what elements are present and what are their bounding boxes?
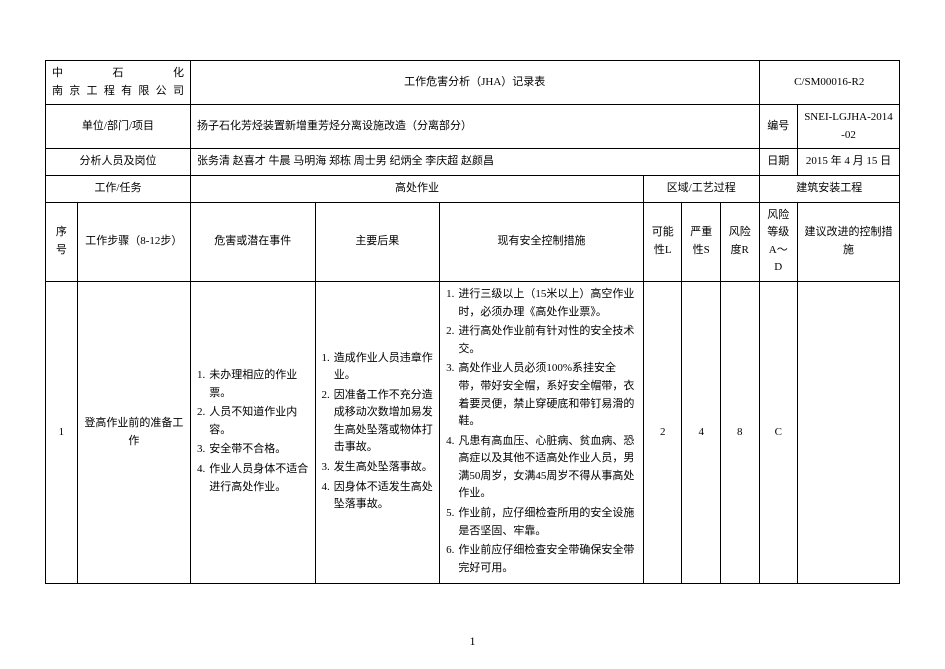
list-item: 因身体不适发生高处坠落事故。	[322, 479, 434, 514]
task-value: 高处作业	[190, 175, 643, 202]
cell-consequences: 造成作业人员违章作业。因准备工作不充分造成移动次数增加易发生高处坠落或物体打击事…	[315, 281, 440, 584]
col-consequence: 主要后果	[315, 202, 440, 281]
list-item: 发生高处坠落事故。	[322, 459, 434, 477]
jha-table: 中 石 化 南 京 工 程 有 限 公 司 工作危害分析（JHA）记录表 C/S…	[45, 60, 900, 584]
controls-list: 进行三级以上（15米以上）高空作业时，必须办理《高处作业票》。进行高处作业前有针…	[446, 286, 637, 578]
company-cell: 中 石 化 南 京 工 程 有 限 公 司	[46, 61, 191, 105]
list-item: 作业前应仔细检查安全带确保安全带完好可用。	[446, 542, 637, 577]
list-item: 造成作业人员违章作业。	[322, 350, 434, 385]
list-item: 进行三级以上（15米以上）高空作业时，必须办理《高处作业票》。	[446, 286, 637, 321]
area-value: 建筑安装工程	[759, 175, 900, 202]
cell-controls: 进行三级以上（15米以上）高空作业时，必须办理《高处作业票》。进行高处作业前有针…	[440, 281, 644, 584]
cell-R: 8	[720, 281, 759, 584]
col-risk: 风险度R	[720, 202, 759, 281]
list-item: 因准备工作不充分造成移动次数增加易发生高处坠落或物体打击事故。	[322, 387, 434, 457]
doc-code: C/SM00016-R2	[759, 61, 900, 105]
col-severity: 严重性S	[682, 202, 721, 281]
col-level: 风险等级A～D	[759, 202, 798, 281]
cell-suggestion	[798, 281, 900, 584]
doc-title: 工作危害分析（JHA）记录表	[190, 61, 759, 105]
table-row: 1 登高作业前的准备工作 未办理相应的作业票。人员不知道作业内容。安全带不合格。…	[46, 281, 900, 584]
cell-hazards: 未办理相应的作业票。人员不知道作业内容。安全带不合格。作业人员身体不适合进行高处…	[190, 281, 315, 584]
list-item: 高处作业人员必须100%系挂安全带，带好安全帽，系好安全帽带，衣着要灵便，禁止穿…	[446, 360, 637, 430]
col-seq: 序号	[46, 202, 78, 281]
list-item: 进行高处作业前有针对性的安全技术交。	[446, 323, 637, 358]
col-hazard: 危害或潜在事件	[190, 202, 315, 281]
list-item: 作业人员身体不适合进行高处作业。	[197, 461, 309, 496]
cell-seq: 1	[46, 281, 78, 584]
cell-S: 4	[682, 281, 721, 584]
people-value: 张务清 赵喜才 牛晨 马明海 郑栋 周士男 纪炳全 李庆超 赵颜昌	[190, 149, 759, 176]
cell-L: 2	[643, 281, 682, 584]
company-line2: 南 京 工 程 有 限 公 司	[52, 83, 184, 101]
page-number: 1	[0, 634, 945, 649]
col-likelihood: 可能性L	[643, 202, 682, 281]
task-label: 工作/任务	[46, 175, 191, 202]
area-label: 区域/工艺过程	[643, 175, 759, 202]
col-suggestion: 建议改进的控制措施	[798, 202, 900, 281]
list-item: 未办理相应的作业票。	[197, 367, 309, 402]
unit-label: 单位/部门/项目	[46, 105, 191, 149]
company-line1: 中 石 化	[52, 65, 184, 83]
unit-value: 扬子石化芳烃装置新增重芳烃分离设施改造（分离部分）	[190, 105, 759, 149]
code-label: 编号	[759, 105, 798, 149]
list-item: 安全带不合格。	[197, 441, 309, 459]
consequences-list: 造成作业人员违章作业。因准备工作不充分造成移动次数增加易发生高处坠落或物体打击事…	[322, 350, 434, 514]
col-step: 工作步骤（8-12步）	[77, 202, 190, 281]
code-value: SNEI-LGJHA-2014-02	[798, 105, 900, 149]
people-label: 分析人员及岗位	[46, 149, 191, 176]
hazards-list: 未办理相应的作业票。人员不知道作业内容。安全带不合格。作业人员身体不适合进行高处…	[197, 367, 309, 496]
cell-level: C	[759, 281, 798, 584]
list-item: 人员不知道作业内容。	[197, 404, 309, 439]
list-item: 凡患有高血压、心脏病、贫血病、恐高症以及其他不适高处作业人员，男满50周岁，女满…	[446, 433, 637, 503]
cell-step: 登高作业前的准备工作	[77, 281, 190, 584]
date-label: 日期	[759, 149, 798, 176]
list-item: 作业前，应仔细检查所用的安全设施是否坚固、牢靠。	[446, 505, 637, 540]
col-control: 现有安全控制措施	[440, 202, 644, 281]
date-value: 2015 年 4 月 15 日	[798, 149, 900, 176]
